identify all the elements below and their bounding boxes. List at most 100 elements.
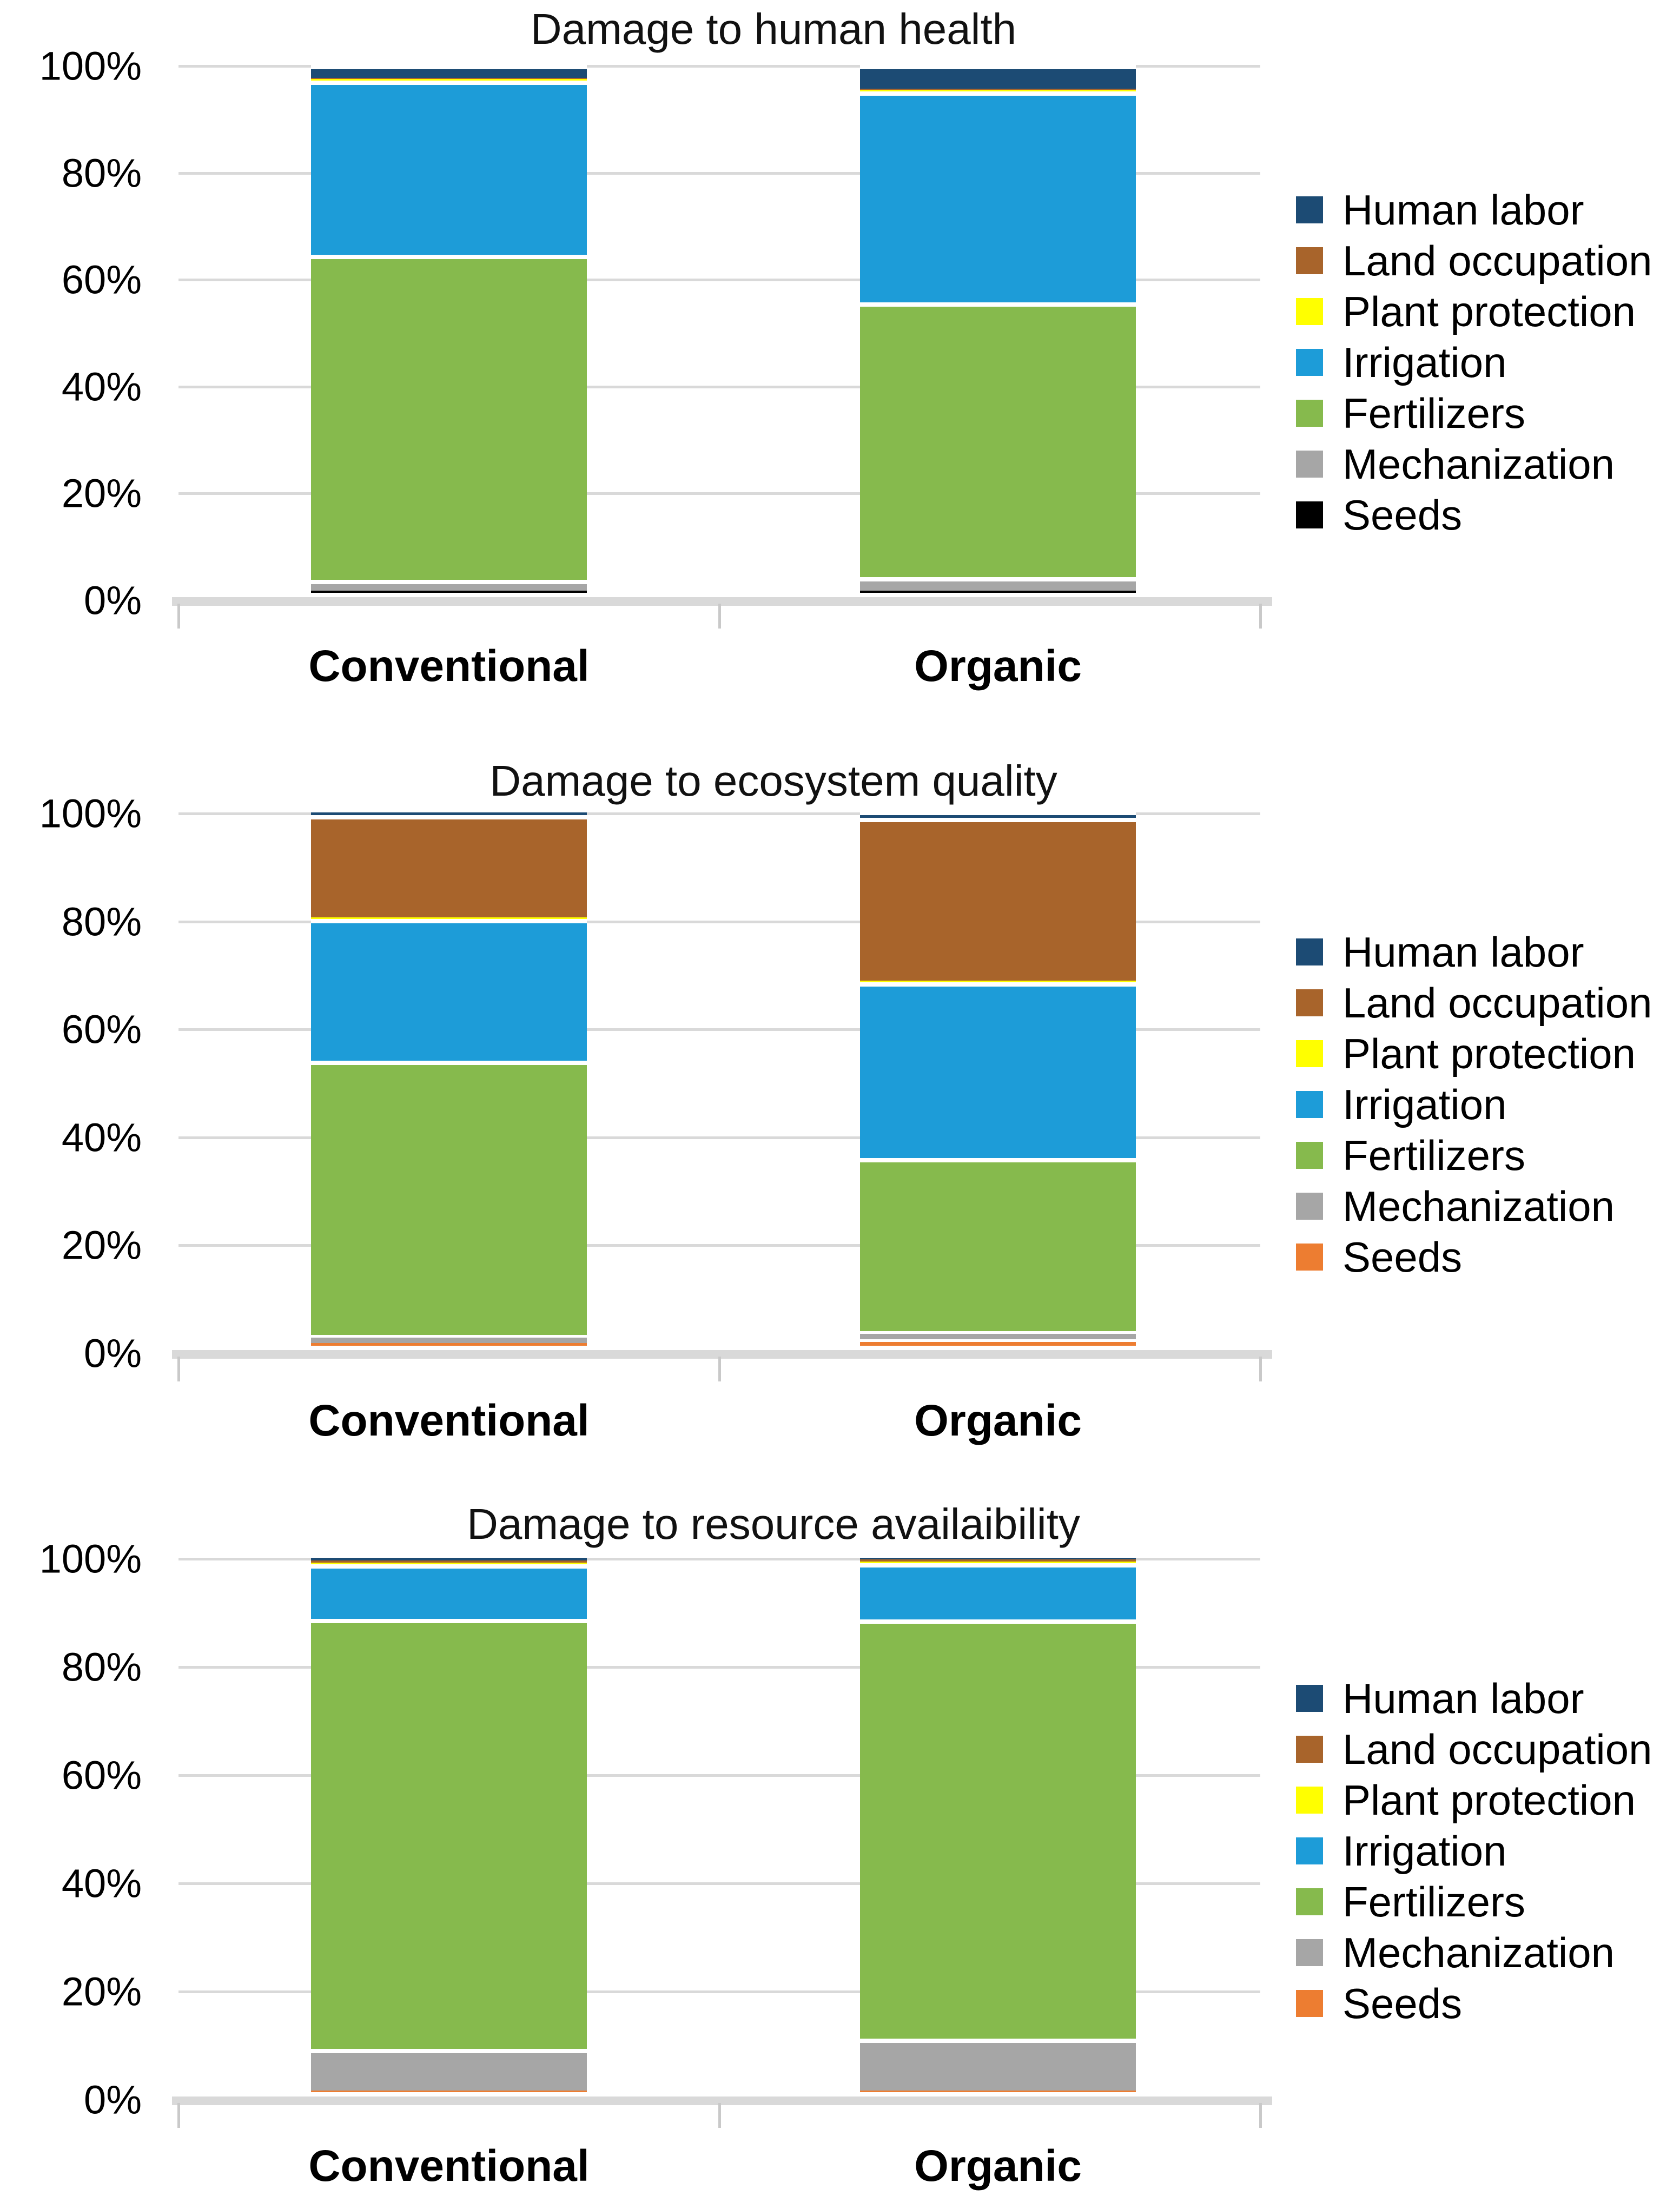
legend-item-human-labor: Human labor [1296, 927, 1584, 977]
segment-seeds [311, 2091, 587, 2092]
legend-label: Mechanization [1342, 440, 1615, 488]
y-tick-label-40: 40% [61, 364, 142, 409]
legend-swatch-icon [1296, 1040, 1323, 1067]
segment-plant-protection [311, 1562, 587, 1564]
legend: Human labor Land occupation Plant protecti… [1296, 927, 1675, 1282]
legend-label: Irrigation [1342, 1080, 1507, 1128]
gridline-40 [178, 1136, 1260, 1139]
legend-swatch-icon [1296, 1736, 1323, 1763]
legend-label: Land occupation [1342, 1725, 1652, 1773]
legend-swatch-icon [1296, 1142, 1323, 1169]
legend-swatch-icon [1296, 400, 1323, 427]
segment-irrigation [311, 1564, 587, 1619]
x-axis-tick [177, 2103, 180, 2128]
legend-label: Seeds [1342, 491, 1463, 539]
gridline-60 [178, 1774, 1260, 1777]
category-label-organic: Organic [914, 641, 1082, 691]
legend-swatch-icon [1296, 1244, 1323, 1271]
legend-swatch-icon [1296, 451, 1323, 478]
segment-land-occupation [311, 1560, 587, 1563]
segment-mechanization [311, 1335, 587, 1344]
y-tick-label-20: 20% [61, 1222, 142, 1268]
segment-fertilizers [311, 255, 587, 580]
segment-land-occupation [311, 78, 587, 80]
legend-label: Irrigation [1342, 338, 1507, 386]
x-axis-tick [718, 1357, 721, 1381]
segment-fertilizers [311, 1618, 587, 2049]
legend-label: Irrigation [1342, 1827, 1507, 1875]
segment-land-occupation [860, 88, 1136, 90]
legend-swatch-icon [1296, 938, 1323, 965]
x-axis-tick [177, 1357, 180, 1381]
legend-item-irrigation: Irrigation [1296, 1826, 1506, 1876]
legend-label: Seeds [1342, 1979, 1463, 2027]
legend-swatch-icon [1296, 196, 1323, 223]
x-axis-tick [718, 604, 721, 629]
segment-mechanization [860, 1331, 1136, 1340]
legend-label: Seeds [1342, 1233, 1463, 1281]
legend-swatch-icon [1296, 1990, 1323, 2017]
y-tick-label-100: 100% [39, 43, 142, 89]
legend-label: Mechanization [1342, 1182, 1615, 1230]
gridline-40 [178, 1882, 1260, 1885]
segment-fertilizers [311, 1060, 587, 1335]
x-axis-tick [718, 2103, 721, 2128]
segment-human-labor [311, 1558, 587, 1560]
chart-title: Damage to ecosystem quality [490, 757, 1057, 805]
legend-item-seeds: Seeds [1296, 1978, 1462, 2029]
legend-label: Plant protection [1342, 287, 1636, 335]
y-tick-label-60: 60% [61, 1752, 142, 1798]
legend-label: Plant protection [1342, 1776, 1636, 1824]
category-label-organic: Organic [914, 1396, 1082, 1445]
legend-item-human-labor: Human labor [1296, 1673, 1584, 1724]
chart-title: Damage to resource availaibility [467, 1500, 1080, 1548]
category-label-conventional: Conventional [308, 1396, 590, 1445]
y-tick-label-0: 0% [84, 1331, 142, 1376]
legend-swatch-icon [1296, 1685, 1323, 1712]
segment-plant-protection [860, 980, 1136, 982]
y-tick-label-60: 60% [61, 257, 142, 302]
gridline-80 [178, 1666, 1260, 1669]
legend-item-mechanization: Mechanization [1296, 439, 1615, 490]
legend-item-land-occupation: Land occupation [1296, 235, 1652, 286]
gridline-20 [178, 1990, 1260, 1993]
legend-item-seeds: Seeds [1296, 1232, 1462, 1282]
y-tick-label-20: 20% [61, 1969, 142, 2014]
x-axis-line [172, 597, 1272, 606]
x-axis-tick [1259, 2103, 1262, 2128]
segment-fertilizers [860, 302, 1136, 577]
legend-swatch-icon [1296, 298, 1323, 325]
segment-seeds [311, 1343, 587, 1346]
legend-swatch-icon [1296, 1939, 1323, 1966]
segment-irrigation [311, 81, 587, 255]
bar-conventional [311, 65, 587, 593]
y-tick-label-0: 0% [84, 2077, 142, 2122]
segment-plant-protection [860, 1561, 1136, 1563]
legend-item-land-occupation: Land occupation [1296, 1724, 1652, 1775]
x-axis-tick [1259, 1357, 1262, 1381]
legend-label: Mechanization [1342, 1928, 1615, 1976]
legend-swatch-icon [1296, 1888, 1323, 1915]
bar-organic [860, 812, 1136, 1346]
category-label-conventional: Conventional [308, 2141, 590, 2191]
legend-item-human-labor: Human labor [1296, 184, 1584, 235]
gridline-20 [178, 492, 1260, 495]
gridline-80 [178, 920, 1260, 923]
y-tick-label-100: 100% [39, 791, 142, 836]
legend-swatch-icon [1296, 349, 1323, 376]
legend-swatch-icon [1296, 1787, 1323, 1814]
gridline-80 [178, 171, 1260, 175]
segment-human-labor [311, 65, 587, 78]
gridline-60 [178, 279, 1260, 282]
legend-label: Human labor [1342, 1674, 1584, 1722]
gridline-60 [178, 1028, 1260, 1031]
legend: Human labor Land occupation Plant protecti… [1296, 1673, 1675, 2029]
y-tick-label-20: 20% [61, 471, 142, 516]
segment-plant-protection [311, 79, 587, 81]
segment-irrigation [860, 1563, 1136, 1619]
segment-mechanization [860, 2039, 1136, 2091]
legend-item-seeds: Seeds [1296, 490, 1462, 540]
legend-swatch-icon [1296, 247, 1323, 274]
segment-irrigation [311, 919, 587, 1061]
segment-seeds [860, 2091, 1136, 2092]
